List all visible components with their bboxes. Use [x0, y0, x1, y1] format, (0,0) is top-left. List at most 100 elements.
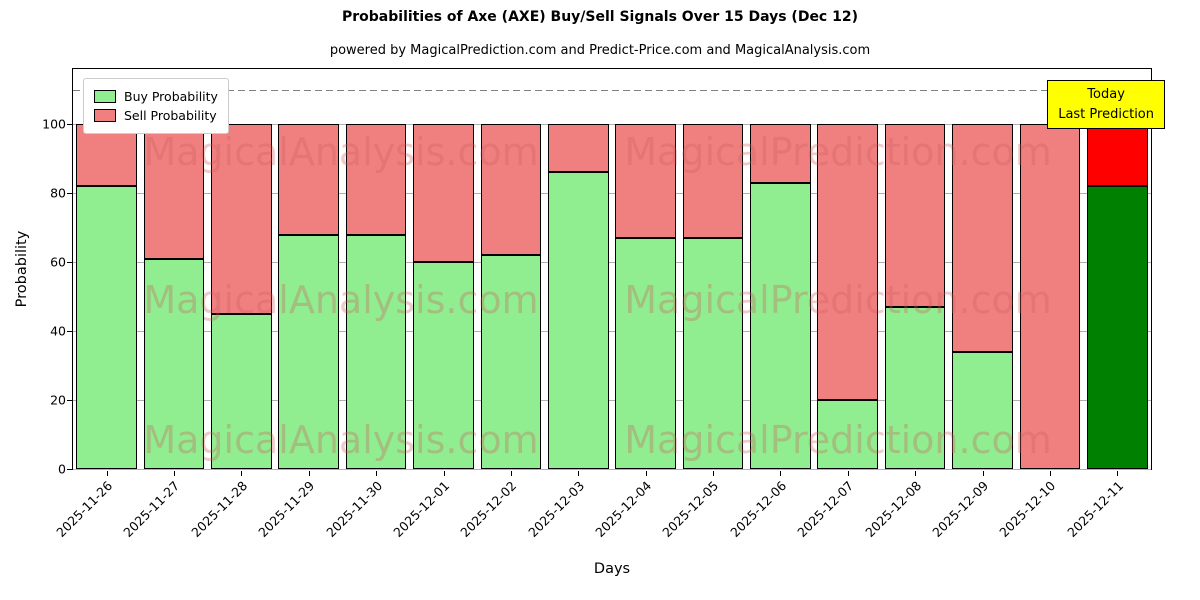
bar-sell-segment [682, 124, 744, 238]
bar-buy-segment [345, 234, 407, 469]
chart-subtitle: powered by MagicalPrediction.com and Pre… [329, 43, 871, 58]
x-tick-label: 2025-12-07 [794, 478, 857, 540]
x-tick-mark [376, 471, 378, 476]
y-tick-mark [67, 124, 72, 126]
gridline [73, 193, 1151, 195]
bar-buy-segment [750, 182, 811, 469]
x-tick-mark [847, 471, 849, 476]
x-tick-label: 2025-12-11 [1063, 478, 1126, 540]
x-tick-label: 2025-12-01 [390, 478, 453, 540]
y-tick-mark [67, 193, 72, 195]
today-annotation: Today Last Prediction [1047, 80, 1165, 129]
x-tick-labels: 2025-11-26 2025-11-27 2025-11-28 2025-11-29… [53, 471, 1151, 581]
bar-buy-segment [952, 351, 1013, 469]
x-tick-label: 2025-12-04 [592, 478, 655, 540]
bar-sell-segment [547, 124, 609, 173]
bar-sell-segment [884, 124, 946, 307]
x-tick-label: 2025-12-08 [861, 478, 924, 540]
y-tick-mark [67, 400, 72, 402]
x-tick-label: 2025-11-30 [322, 478, 385, 540]
bar-buy-segment [1086, 186, 1148, 469]
bar-buy-segment [143, 258, 205, 469]
bar-sell-segment [413, 124, 474, 263]
bar-buy-segment [682, 237, 744, 469]
bar-sell-segment [278, 124, 340, 235]
bar-buy-segment [884, 306, 946, 469]
bar-buy-segment [547, 172, 609, 469]
gridlines-layer [67, 69, 1151, 470]
y-tick-label: 20 [50, 392, 66, 408]
bar-sell-segment [143, 124, 205, 259]
x-tick-label: 2025-12-10 [996, 478, 1059, 540]
x-tick-mark [645, 471, 647, 476]
x-tick-mark [174, 471, 176, 476]
legend-label-sell: Sell Probability [124, 108, 217, 123]
x-tick-mark [713, 471, 715, 476]
legend-swatch-buy [94, 90, 116, 103]
bar-sell-segment [1086, 124, 1148, 187]
x-tick-mark [510, 471, 512, 476]
gridline [73, 262, 1151, 264]
chart-title: Probabilities of Axe (AXE) Buy/Sell Sign… [342, 9, 858, 25]
gridline [73, 469, 1151, 470]
x-tick-label: 2025-12-06 [727, 478, 790, 540]
y-tick-label: 100 [42, 116, 66, 132]
bar-sell-segment [345, 124, 407, 235]
bar-buy-segment [480, 255, 542, 469]
bar-sell-segment [817, 124, 879, 401]
x-tick-label: 2025-12-05 [659, 478, 722, 540]
legend: Buy Probability Sell Probability [83, 78, 229, 134]
x-tick-label: 2025-11-29 [255, 478, 318, 540]
x-tick-label: 2025-12-09 [929, 478, 992, 540]
legend-label-buy: Buy Probability [124, 89, 218, 104]
gridline [73, 400, 1151, 402]
x-tick-mark [308, 471, 310, 476]
x-tick-mark [915, 471, 917, 476]
bar-sell-segment [750, 124, 811, 183]
x-tick-mark [578, 471, 580, 476]
x-tick-mark [780, 471, 782, 476]
legend-swatch-sell [94, 109, 116, 122]
bar-buy-segment [76, 186, 137, 469]
x-tick-mark [1117, 471, 1119, 476]
gridline [73, 331, 1151, 333]
x-tick-mark [106, 471, 108, 476]
x-axis-label: Days [593, 561, 631, 577]
y-tick-label: 80 [50, 185, 66, 201]
y-tick-mark [67, 262, 72, 264]
legend-row-sell: Sell Probability [94, 108, 218, 123]
y-tick-mark [67, 469, 72, 470]
x-tick-mark [241, 471, 243, 476]
y-tick-labels: 0 20 40 60 80 100 [0, 69, 66, 477]
legend-row-buy: Buy Probability [94, 89, 218, 104]
bar-sell-segment [76, 124, 137, 187]
today-annotation-line1: Today [1087, 87, 1125, 102]
x-tick-label: 2025-11-28 [188, 478, 251, 540]
bars-layer [73, 69, 1151, 469]
bar-buy-segment [817, 400, 879, 469]
y-tick-mark [67, 331, 72, 333]
x-tick-mark [443, 471, 445, 476]
bar-sell-segment [480, 124, 542, 256]
bar-buy-segment [413, 262, 474, 469]
bar-buy-segment [615, 237, 676, 469]
plot-area: MagicalAnalysis.com MagicalPrediction.com… [67, 68, 1165, 470]
bar-sell-segment [211, 124, 272, 314]
gridline [73, 124, 1151, 126]
bar-sell-segment [615, 124, 676, 238]
y-tick-label: 0 [58, 461, 66, 477]
bar-buy-segment [278, 234, 340, 469]
x-tick-mark [982, 471, 984, 476]
today-annotation-line2: Last Prediction [1058, 106, 1154, 122]
dashed-top-line [73, 89, 1151, 92]
bar-sell-segment [1019, 124, 1081, 469]
x-tick-mark [1049, 471, 1051, 476]
bar-buy-segment [211, 313, 272, 469]
y-tick-label: 60 [50, 254, 66, 270]
x-tick-label: 2025-12-03 [524, 478, 587, 540]
x-tick-label: 2025-11-26 [53, 478, 116, 540]
y-tick-label: 40 [50, 323, 66, 339]
x-tick-label: 2025-12-02 [457, 478, 520, 540]
bar-sell-segment [952, 124, 1013, 352]
